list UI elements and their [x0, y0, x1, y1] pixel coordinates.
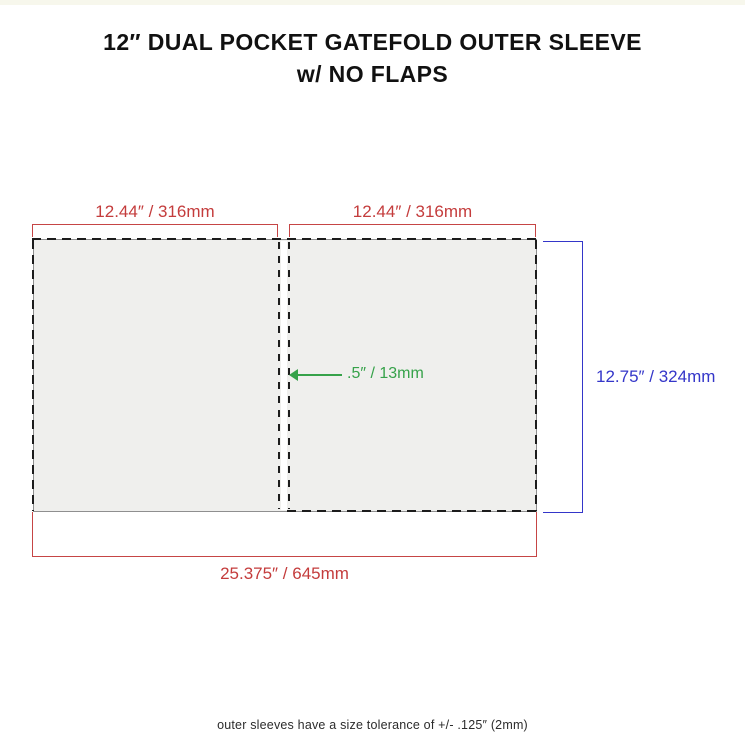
dimension-label-height: 12.75″ / 324mm	[596, 367, 716, 386]
title-line-1: 12″ DUAL POCKET GATEFOLD OUTER SLEEVE	[103, 29, 642, 55]
sleeve-left-dashed-edge	[32, 240, 34, 511]
dimension-bracket-total-width	[32, 512, 537, 557]
dimension-bracket-top-left	[32, 224, 278, 237]
dimension-label-right-panel-width: 12.44″ / 316mm	[352, 202, 473, 221]
dimension-label-left-panel-width: 12.44″ / 316mm	[95, 202, 215, 221]
page-top-strip	[0, 0, 745, 5]
sleeve-bottom-right-dashed-edge	[287, 510, 536, 512]
fold-gap-arrow-line	[297, 374, 342, 376]
sleeve-right-dashed-edge	[535, 240, 537, 511]
dimension-bracket-top-right	[289, 224, 536, 237]
dimension-bracket-height	[543, 241, 583, 513]
title-line-2: w/ NO FLAPS	[296, 61, 449, 87]
dimension-label-fold-gap: .5″ / 13mm	[347, 365, 424, 382]
fold-gap-arrowhead-icon	[289, 369, 298, 381]
tolerance-note: outer sleeves have a size tolerance of +…	[217, 718, 528, 732]
page-title: 12″ DUAL POCKET GATEFOLD OUTER SLEEVE w/…	[0, 26, 745, 90]
dimension-label-total-width: 25.375″ / 645mm	[220, 564, 349, 583]
fold-line-left	[278, 242, 280, 509]
center-fold-gap	[281, 241, 287, 510]
sleeve-top-dashed-edge	[32, 238, 538, 240]
